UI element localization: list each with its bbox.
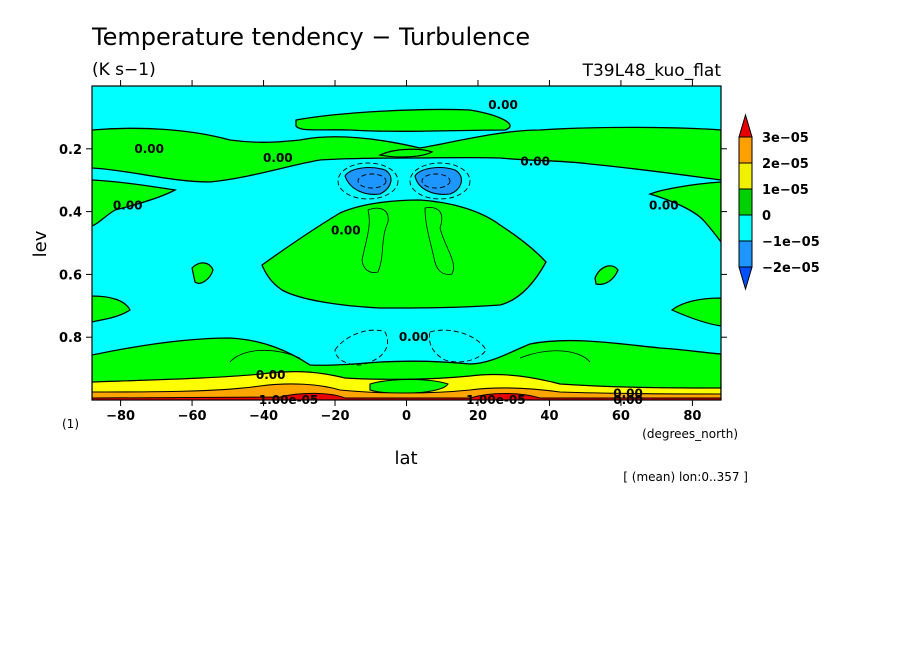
- contour-field: [92, 86, 721, 400]
- contour-label: 1.00e-05: [466, 393, 525, 407]
- dashed-ring-right-1: [409, 162, 471, 200]
- legend-swatch: [738, 162, 753, 190]
- x-axis: −80 −60 −40 −20 0 20 40 60 80: [106, 80, 701, 424]
- contour-label: 0.00: [134, 142, 164, 156]
- legend-level-label: 0: [762, 209, 771, 224]
- legend-swatch: [738, 136, 753, 164]
- y-tick-label: 0.2: [59, 143, 82, 158]
- x-tick-label: 80: [683, 409, 701, 424]
- y-tick-label: 0.8: [59, 331, 82, 346]
- legend-swatch: [738, 214, 753, 242]
- dashed-lobe-left: [334, 329, 389, 366]
- x-tick-label: 0: [402, 409, 411, 424]
- left-green-wedge: [92, 179, 178, 227]
- dashed-ring-left-2: [357, 173, 387, 189]
- legend-level-label: 1e−05: [762, 183, 809, 198]
- contour-label: 0.00: [399, 330, 429, 344]
- thin-lower-arc-right: [519, 350, 591, 363]
- x-tick-label: 20: [469, 409, 487, 424]
- x-tick-label: 60: [612, 409, 630, 424]
- x-tick-label: −40: [249, 409, 278, 424]
- legend-swatch: [738, 240, 753, 268]
- contour-labels: 0.000.000.000.000.000.000.000.000.000.00…: [113, 98, 679, 407]
- dashed-lobe-right: [428, 329, 487, 363]
- right-green-wedge: [648, 181, 721, 244]
- contour-label: 0.00: [613, 393, 643, 407]
- contour-label: 0.00: [263, 151, 293, 165]
- orange-layer: [92, 383, 721, 400]
- x-tick-label: −60: [178, 409, 207, 424]
- green-blob-right: [594, 265, 619, 285]
- thin-loop-right: [424, 207, 454, 275]
- red-layer: [92, 392, 721, 400]
- green-blob-farright: [670, 297, 721, 327]
- legend-swatch: [738, 188, 753, 216]
- x-tick-label: 40: [540, 409, 558, 424]
- green-blob-left: [191, 262, 214, 284]
- y-axis-label: lev: [30, 230, 51, 257]
- chart-title: Temperature tendency − Turbulence: [91, 23, 530, 51]
- x-tick-label: −20: [321, 409, 350, 424]
- contour-label: 0.00: [649, 198, 679, 212]
- y-units-label: (1): [62, 417, 79, 431]
- thin-loop-left: [361, 207, 389, 273]
- x-tick-label: −80: [106, 409, 135, 424]
- legend-level-label: 2e−05: [762, 157, 809, 172]
- x-axis-label: lat: [394, 448, 417, 469]
- x-units-label: (degrees_north): [642, 427, 738, 441]
- y-axis: 0.2 0.4 0.6 0.8: [59, 143, 727, 346]
- contour-label: 0.00: [488, 98, 518, 112]
- units-label: (K s−1): [92, 60, 156, 80]
- legend-level-label: −1e−05: [762, 235, 820, 250]
- contour-label: 0.00: [613, 387, 643, 401]
- legend-level-label: 3e−05: [762, 131, 809, 146]
- legend-level-label: −2e−05: [762, 261, 820, 276]
- run-label: T39L48_kuo_flat: [582, 61, 722, 81]
- central-green-dome: [261, 199, 547, 309]
- contour-label: 0.00: [520, 154, 550, 168]
- legend-arrow-top: [738, 113, 753, 138]
- dashed-ring-right-2: [421, 173, 451, 189]
- contour-label: 0.00: [113, 198, 143, 212]
- small-green-patch-center: [378, 148, 434, 158]
- contour-label: 1.00e-05: [259, 393, 318, 407]
- footnote: [ (mean) lon:0..357 ]: [623, 470, 748, 484]
- blue-core-left: [344, 167, 392, 195]
- color-legend: 3e−05 2e−05 1e−05 0 −1e−05 −2e−05: [738, 113, 820, 291]
- y-tick-label: 0.4: [59, 206, 82, 221]
- thin-lower-arc-left: [229, 349, 301, 363]
- dashed-ring-left-1: [337, 162, 399, 200]
- green-blob-farleft: [92, 295, 131, 323]
- y-tick-label: 0.6: [59, 268, 82, 283]
- blue-core-right: [414, 167, 462, 195]
- legend-arrow-bottom: [738, 266, 753, 291]
- upper-green-cap: [295, 108, 511, 132]
- contour-label: 0.00: [256, 368, 286, 382]
- contour-label: 0.00: [331, 223, 361, 237]
- dashed-contours: [334, 162, 487, 366]
- thin-contours: [229, 207, 591, 363]
